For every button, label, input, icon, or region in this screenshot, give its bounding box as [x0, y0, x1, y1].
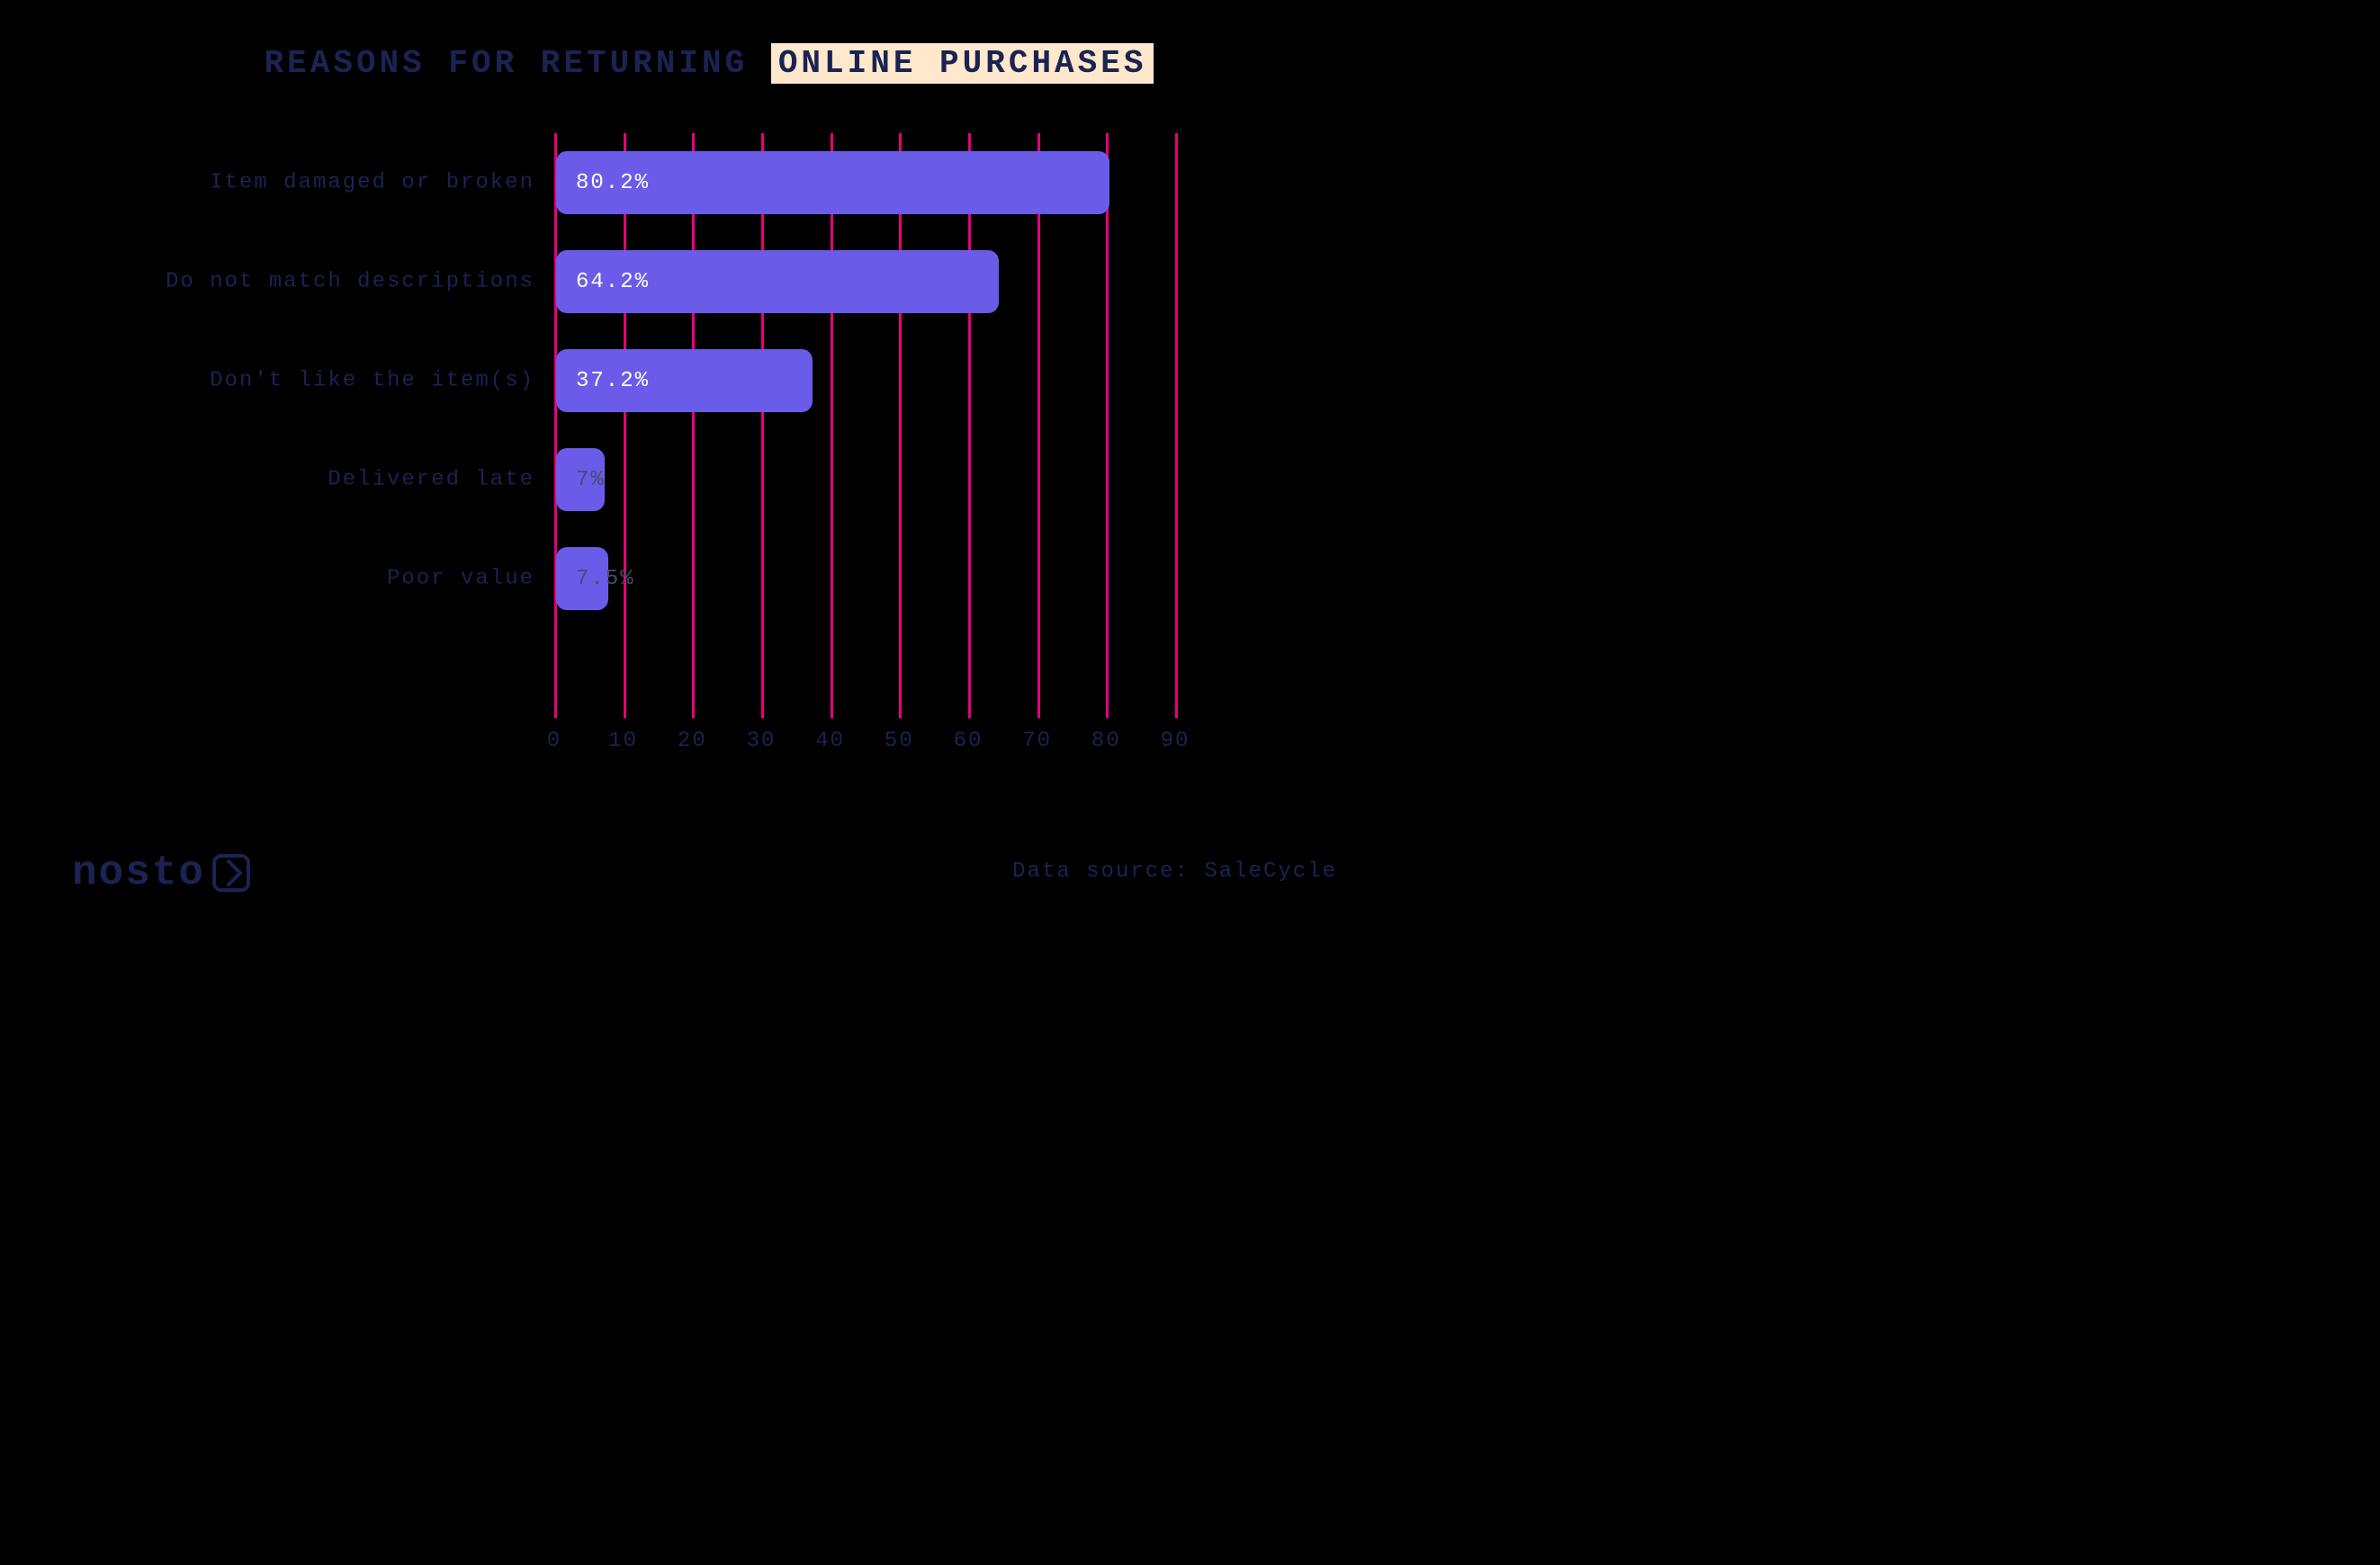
x-tick-label: 50 [885, 729, 914, 753]
x-tick-label: 70 [1022, 729, 1052, 753]
x-tick-label: 40 [815, 729, 845, 753]
gridline [624, 133, 626, 718]
bar: 7.5% [556, 547, 608, 610]
bar: 37.2% [556, 349, 813, 412]
x-tick-label: 0 [547, 729, 561, 753]
category-label: Don't like the item(s) [210, 369, 534, 393]
bar-value-label: 64.2% [576, 270, 650, 294]
gridline [692, 133, 695, 718]
category-label: Do not match descriptions [166, 270, 534, 294]
logo-arrow-icon [212, 854, 250, 892]
title-highlight: ONLINE PURCHASES [771, 43, 1154, 84]
bar-value-label: 80.2% [576, 171, 650, 195]
chart-canvas: REASONS FOR RETURNING ONLINE PURCHASES 0… [0, 0, 1418, 932]
gridline [554, 133, 557, 718]
gridline [1175, 133, 1178, 718]
gridline [761, 133, 764, 718]
x-tick-label: 60 [954, 729, 983, 753]
gridline [899, 133, 902, 718]
data-source: Data source: SaleCycle [1012, 859, 1337, 884]
x-tick-label: 80 [1091, 729, 1121, 753]
bar-value-label: 7.5% [576, 567, 635, 591]
gridline [1106, 133, 1109, 718]
category-label: Delivered late [328, 468, 534, 492]
bar-value-label: 37.2% [576, 369, 650, 393]
category-label: Item damaged or broken [210, 171, 534, 195]
bar: 64.2% [556, 250, 999, 313]
x-tick-label: 90 [1161, 729, 1190, 753]
title-prefix: REASONS FOR RETURNING [265, 45, 771, 82]
x-tick-label: 10 [608, 729, 638, 753]
bar-value-label: 7% [576, 468, 606, 492]
gridline [831, 133, 833, 718]
x-tick-label: 30 [747, 729, 777, 753]
chart-title: REASONS FOR RETURNING ONLINE PURCHASES [0, 45, 1418, 82]
logo-text: nosto [72, 850, 205, 896]
bar: 7% [556, 448, 605, 511]
bar: 80.2% [556, 151, 1109, 214]
x-tick-label: 20 [678, 729, 707, 753]
brand-logo: nosto [72, 850, 250, 896]
gridline [968, 133, 971, 718]
gridline [1037, 133, 1040, 718]
category-label: Poor value [387, 567, 534, 591]
plot-area: 010203040506070809080.2%Item damaged or … [554, 133, 1175, 718]
